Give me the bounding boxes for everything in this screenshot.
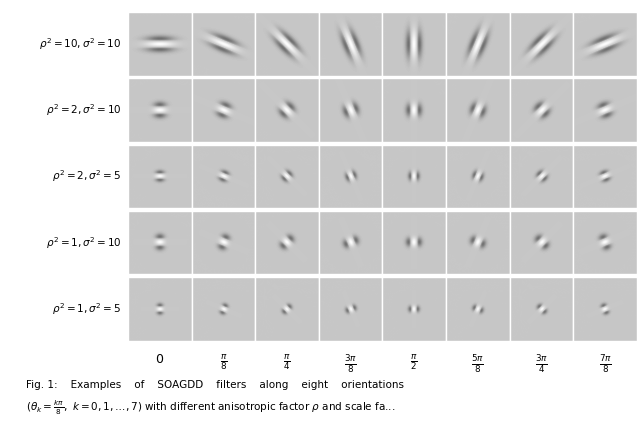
Text: $0$: $0$ <box>156 353 164 366</box>
Text: $\frac{\pi}{4}$: $\frac{\pi}{4}$ <box>284 353 291 372</box>
Text: Fig. 1:    Examples    of    SOAGDD    filters    along    eight    orientations: Fig. 1: Examples of SOAGDD filters along… <box>26 380 404 391</box>
Text: $\rho^2=1,\sigma^2=10$: $\rho^2=1,\sigma^2=10$ <box>46 235 122 251</box>
Text: $\frac{7\pi}{8}$: $\frac{7\pi}{8}$ <box>598 353 611 375</box>
Text: $\rho^2=2,\sigma^2=10$: $\rho^2=2,\sigma^2=10$ <box>46 102 122 118</box>
Text: $\rho^2=2,\sigma^2=5$: $\rho^2=2,\sigma^2=5$ <box>52 168 122 184</box>
Text: $\rho^2=1,\sigma^2=5$: $\rho^2=1,\sigma^2=5$ <box>52 301 122 317</box>
Text: $\frac{\pi}{2}$: $\frac{\pi}{2}$ <box>410 353 418 372</box>
Text: $\frac{3\pi}{8}$: $\frac{3\pi}{8}$ <box>344 353 357 375</box>
Text: $(\theta_k = \frac{k\pi}{8},\ k=0,1,\ldots,7)$ with different anisotropic factor: $(\theta_k = \frac{k\pi}{8},\ k=0,1,\ldo… <box>26 398 395 416</box>
Text: $\rho^2=10,\sigma^2=10$: $\rho^2=10,\sigma^2=10$ <box>39 36 122 52</box>
Text: $\frac{\pi}{8}$: $\frac{\pi}{8}$ <box>220 353 227 372</box>
Text: $\frac{5\pi}{8}$: $\frac{5\pi}{8}$ <box>471 353 484 375</box>
Text: $\frac{3\pi}{4}$: $\frac{3\pi}{4}$ <box>535 353 548 375</box>
